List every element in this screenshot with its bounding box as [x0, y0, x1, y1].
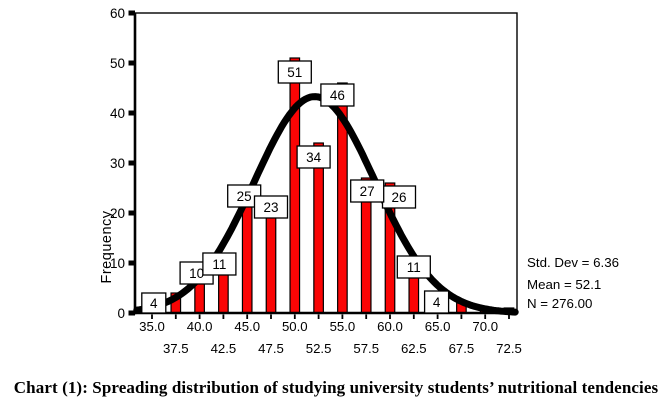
x-tick-mark [270, 314, 272, 319]
bar-value-label-box [202, 252, 237, 276]
y-axis-tick-label: 60 [110, 6, 125, 21]
x-axis-tick-label: 60.0 [377, 319, 403, 334]
y-tick-mark [128, 110, 135, 116]
bar-value-label-box [350, 179, 385, 203]
bar-value-label: 27 [360, 184, 375, 199]
x-tick-mark [198, 314, 201, 319]
histogram-chart: 0 10 20 30 40 50 60 35.0 40.0 45.0 50.0 55.0 60.0 65.… [99, 6, 619, 356]
bar-value-label: 23 [263, 200, 278, 215]
y-axis-tick-label: 0 [117, 306, 125, 321]
x-tick-mark [508, 314, 510, 319]
bar-value-label: 4 [433, 295, 441, 310]
bar-value-label: 51 [287, 65, 302, 80]
bar-value-label-box [277, 60, 312, 84]
y-axis-title: Frequency [99, 210, 115, 283]
x-axis-tick-label: 35.0 [139, 319, 165, 334]
bar-value-label: 34 [306, 150, 322, 165]
x-tick-mark [389, 314, 391, 319]
x-tick-mark [246, 314, 249, 319]
x-axis-tick-label: 37.5 [163, 341, 189, 356]
x-tick-mark [365, 314, 368, 319]
bar-value-label: 46 [330, 88, 345, 103]
histogram-bar [289, 57, 301, 314]
y-axis-tick-label: 10 [110, 256, 125, 271]
x-axis-tick-label: 65.0 [425, 319, 451, 334]
x-axis-tick-label: 72.5 [496, 341, 522, 356]
x-axis-tick-label: 52.5 [306, 341, 332, 356]
x-tick-mark [174, 314, 177, 319]
x-tick-mark [222, 314, 225, 319]
y-tick-mark [128, 160, 135, 166]
x-tick-mark [436, 314, 439, 319]
bar-value-label-box [423, 290, 450, 314]
bar-value-label: 10 [189, 266, 204, 281]
y-tick-mark [128, 310, 135, 316]
x-axis-tick-label: 67.5 [449, 341, 475, 356]
y-tick-mark [128, 10, 135, 16]
bar-value-label: 4 [150, 296, 158, 311]
bar-value-label: 25 [237, 189, 252, 204]
bar-value-label-box [296, 145, 331, 169]
x-axis-tick-label: 40.0 [187, 319, 213, 334]
x-axis-tick-label: 42.5 [211, 341, 237, 356]
chart-caption: Chart (1): Spreading distribution of stu… [13, 378, 659, 397]
x-tick-mark [151, 314, 153, 319]
bar-value-label: 11 [212, 257, 226, 272]
x-tick-mark [484, 314, 487, 319]
x-axis-tick-label: 70.0 [472, 319, 498, 334]
x-tick-mark [293, 314, 296, 319]
x-axis-tick-label: 50.0 [282, 319, 308, 334]
bar-value-label: 11 [407, 260, 421, 275]
stats-n: N = 276.00 [527, 296, 592, 311]
bar-value-label-box [396, 255, 431, 279]
x-axis-tick-label: 62.5 [401, 341, 427, 356]
y-tick-mark [128, 60, 135, 66]
bar-value-label-box [141, 292, 167, 314]
y-tick-mark [128, 210, 135, 216]
x-axis-tick-label: 47.5 [258, 341, 284, 356]
y-axis-tick-label: 20 [110, 206, 125, 221]
x-tick-mark [317, 314, 320, 319]
stats-mean: Mean = 52.1 [527, 277, 601, 292]
bar-value-label-box [253, 195, 289, 219]
x-tick-mark [460, 314, 463, 319]
bar-value-label: 26 [391, 190, 406, 205]
y-axis-tick-label: 50 [110, 56, 125, 71]
x-tick-mark [412, 314, 415, 319]
x-axis-tick-label: 55.0 [330, 319, 356, 334]
stats-std-dev: Std. Dev = 6.36 [527, 255, 619, 270]
x-tick-mark [341, 314, 344, 319]
y-tick-mark [128, 260, 135, 266]
x-axis-tick-label: 57.5 [353, 341, 379, 356]
x-axis-tick-label: 45.0 [234, 319, 260, 334]
y-axis-tick-label: 40 [110, 106, 125, 121]
y-axis-tick-label: 30 [110, 156, 125, 171]
bar-value-label-box [320, 83, 355, 107]
